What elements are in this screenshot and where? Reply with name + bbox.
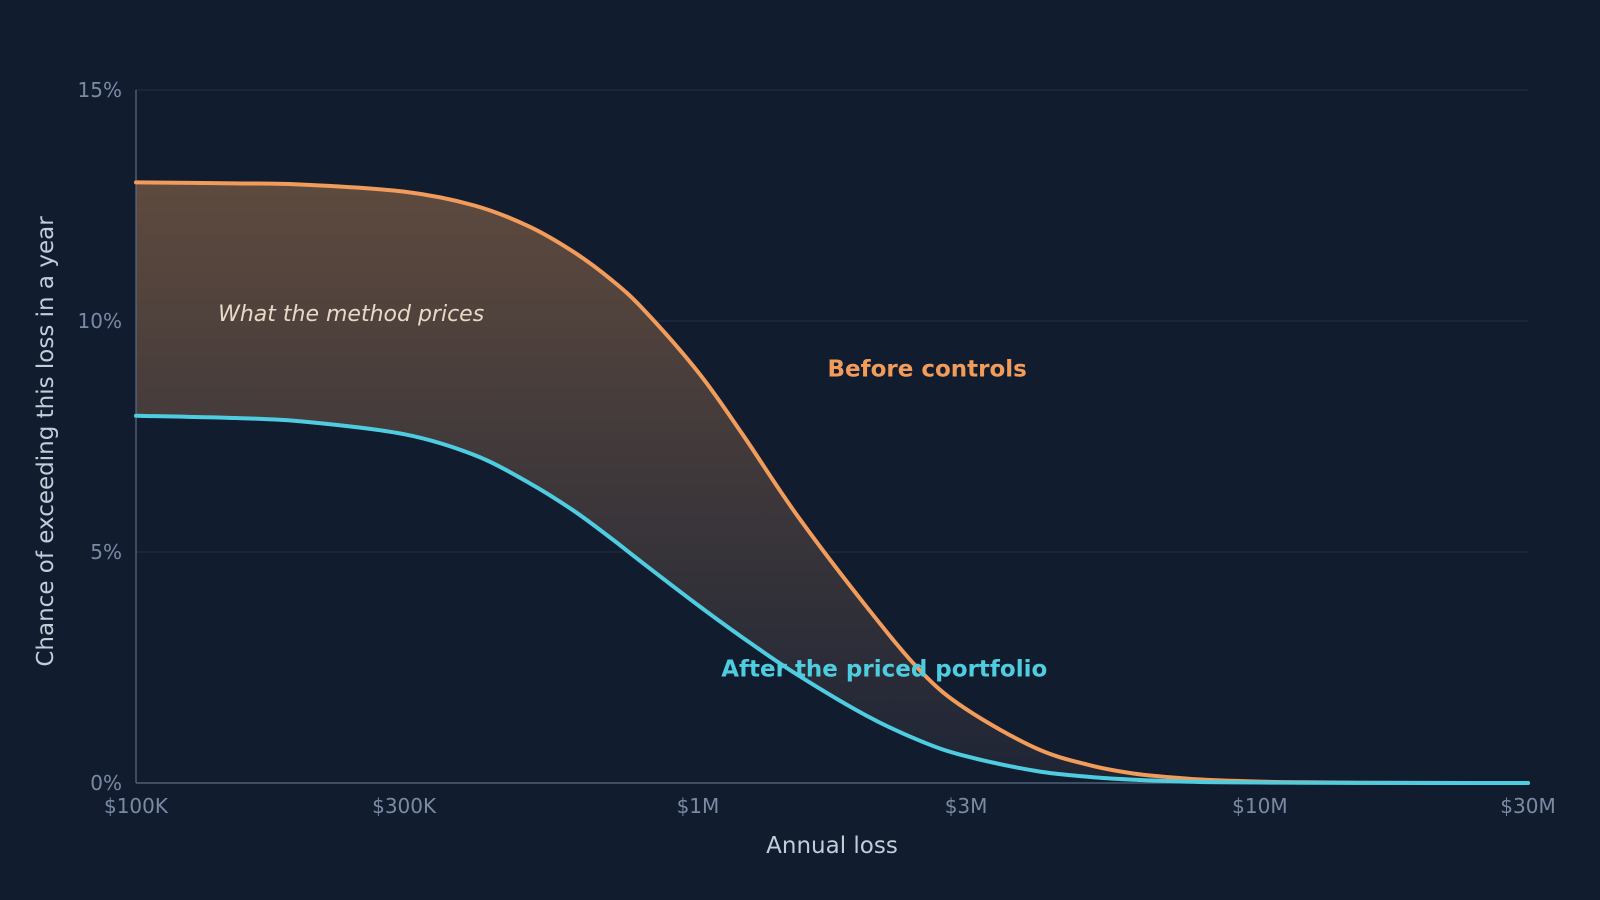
tick-labels: 0% 5% 10% 15% $100K $300K $1M $3M $10M $30M bbox=[78, 78, 1556, 818]
series-line-after-portfolio bbox=[134, 413, 1530, 785]
annotation-band-label: What the method prices bbox=[218, 302, 484, 327]
series-lines bbox=[134, 180, 1530, 785]
x-tick-label: $10M bbox=[1232, 794, 1287, 818]
x-tick-label: $3M bbox=[945, 794, 988, 818]
x-tick-label: $1M bbox=[677, 794, 720, 818]
y-axis-title: Chance of exceeding this loss in a year bbox=[33, 216, 59, 667]
x-axis-title: Annual loss bbox=[766, 833, 898, 859]
x-tick-label: $30M bbox=[1500, 794, 1555, 818]
series-label-before-controls: Before controls bbox=[827, 356, 1026, 382]
annotations: What the method prices Before controls Aft… bbox=[218, 302, 1047, 683]
y-tick-label: 15% bbox=[78, 78, 122, 102]
priced-risk-band bbox=[136, 182, 1528, 783]
y-tick-label: 0% bbox=[90, 771, 122, 795]
x-tick-label: $300K bbox=[372, 794, 437, 818]
series-label-after-portfolio: After the priced portfolio bbox=[721, 657, 1047, 683]
x-tick-label: $100K bbox=[104, 794, 169, 818]
y-tick-label: 10% bbox=[78, 309, 122, 333]
y-tick-label: 5% bbox=[90, 540, 122, 564]
